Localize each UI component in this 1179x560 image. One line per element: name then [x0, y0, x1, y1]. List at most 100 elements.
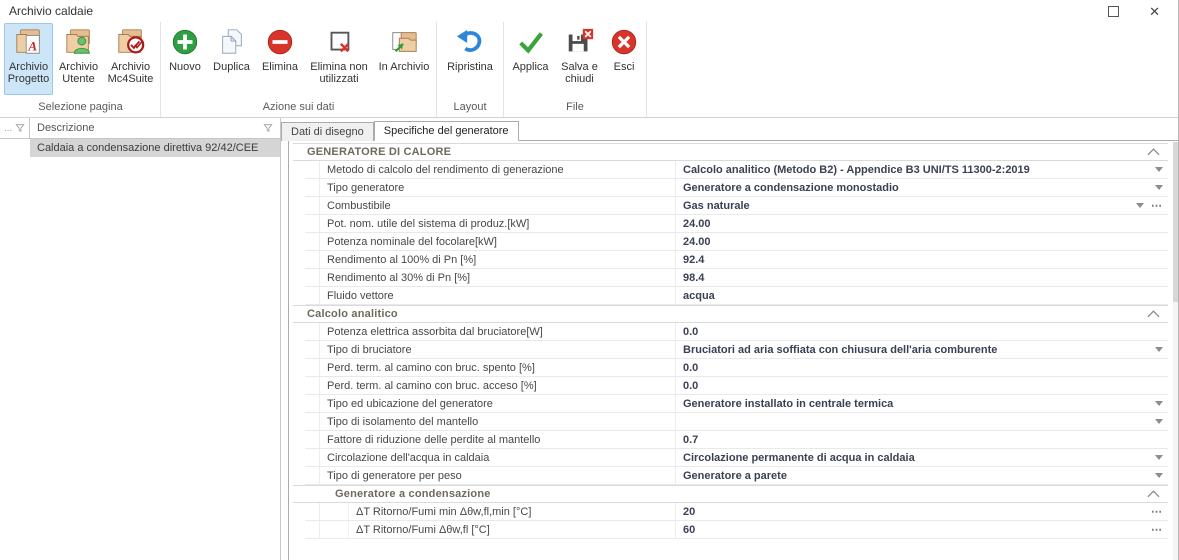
descrizione-column-header[interactable]: Descrizione: [30, 118, 280, 138]
dropdown-arrow-icon[interactable]: [1155, 401, 1163, 406]
property-value-editor[interactable]: 24.00: [675, 233, 1168, 250]
property-value-editor[interactable]: Generatore installato in centrale termic…: [675, 395, 1168, 412]
property-value-editor[interactable]: 0.0: [675, 359, 1168, 376]
row-indent: [305, 467, 320, 484]
property-value-editor[interactable]: 60 ⋯: [675, 521, 1168, 538]
applica-button[interactable]: Applica: [507, 23, 554, 95]
property-value-editor[interactable]: 24.00: [675, 215, 1168, 232]
ribbon-group-azione-sui-dati: Nuovo Duplica: [161, 22, 437, 117]
ellipsis-button[interactable]: ⋯: [1151, 523, 1163, 536]
property-label: Rendimento al 30% di Pn [%]: [327, 271, 471, 284]
scrollbar-thumb[interactable]: [1173, 142, 1178, 302]
in-archivio-button[interactable]: In Archivio: [375, 23, 433, 95]
property-row: Perd. term. al camino con bruc. spento […: [305, 359, 1168, 377]
property-label: Fattore di riduzione delle perdite al ma…: [327, 433, 541, 446]
property-label: Pot. nom. utile del sistema di produz.[k…: [327, 217, 530, 230]
button-label: Archivio Progetto: [7, 61, 50, 85]
esci-button[interactable]: Esci: [605, 23, 643, 95]
ellipsis-button[interactable]: ⋯: [1151, 505, 1163, 518]
dropdown-arrow-icon[interactable]: [1136, 203, 1144, 208]
save-close-icon: [557, 27, 602, 61]
property-label: Perd. term. al camino con bruc. acceso […: [327, 379, 537, 392]
property-value: 60: [683, 523, 696, 536]
window-title: Archivio caldaie: [9, 4, 94, 18]
button-label: Archivio Utente: [58, 61, 99, 85]
dropdown-arrow-icon[interactable]: [1155, 455, 1163, 460]
vertical-scrollbar[interactable]: [1173, 142, 1178, 560]
to-archive-icon: [376, 27, 432, 61]
property-value-editor[interactable]: Gas naturale ⋯: [675, 197, 1168, 214]
property-label: Tipo di bruciatore: [327, 343, 412, 356]
button-label: Nuovo: [169, 61, 201, 73]
property-value-editor[interactable]: Calcolo analitico (Metodo B2) - Appendic…: [675, 161, 1168, 178]
property-row: Tipo ed ubicazione del generatore Genera…: [305, 395, 1168, 413]
collapse-chevron-icon[interactable]: [1147, 490, 1168, 498]
property-value-editor[interactable]: 92.4: [675, 251, 1168, 268]
property-value-editor[interactable]: Generatore a condensazione monostadio: [675, 179, 1168, 196]
property-value-editor[interactable]: acqua: [675, 287, 1168, 304]
close-icon[interactable]: ✕: [1149, 3, 1160, 19]
property-value-editor[interactable]: 0.7: [675, 431, 1168, 448]
property-value-editor[interactable]: [675, 413, 1168, 430]
property-value: Bruciatori ad aria soffiata con chiusura…: [683, 343, 998, 356]
row-indent: [305, 503, 320, 520]
duplicate-pages-icon: [209, 27, 254, 61]
dropdown-arrow-icon[interactable]: [1155, 419, 1163, 424]
subsection-row-generatore-a-condensazione: Generatore a condensazione: [293, 485, 1168, 503]
dropdown-arrow-icon[interactable]: [1155, 347, 1163, 352]
property-value: 20: [683, 505, 696, 518]
property-label: Potenza nominale del focolare[kW]: [327, 235, 497, 248]
dropdown-arrow-icon[interactable]: [1155, 473, 1163, 478]
button-label: Archivio Mc4Suite: [107, 61, 154, 85]
property-value-editor[interactable]: Generatore a parete: [675, 467, 1168, 484]
tab-dati-di-disegno[interactable]: Dati di disegno: [281, 122, 374, 141]
property-value-editor[interactable]: 98.4: [675, 269, 1168, 286]
property-value-editor[interactable]: 0.0: [675, 323, 1168, 340]
archivio-progetto-button[interactable]: A Archivio Progetto: [4, 23, 53, 95]
salva-e-chiudi-button[interactable]: Salva e chiudi: [556, 23, 603, 95]
elimina-non-utilizzati-button[interactable]: Elimina non utilizzati: [305, 23, 373, 95]
property-label: Tipo di isolamento del mantello: [327, 415, 479, 428]
undo-arrow-icon: [441, 27, 499, 61]
elimina-button[interactable]: Elimina: [257, 23, 303, 95]
duplica-button[interactable]: Duplica: [208, 23, 255, 95]
maximize-icon[interactable]: [1108, 5, 1120, 17]
new-plus-icon: [165, 27, 205, 61]
ribbon-group-label: File: [566, 101, 584, 113]
property-row: Potenza nominale del focolare[kW] 24.00: [305, 233, 1168, 251]
list-item[interactable]: Caldaia a condensazione direttiva 92/42/…: [30, 139, 280, 157]
collapse-chevron-icon[interactable]: [1147, 310, 1168, 318]
filter-funnel-icon[interactable]: [263, 123, 273, 133]
property-value: Gas naturale: [683, 199, 750, 212]
property-row: Tipo generatore Generatore a condensazio…: [305, 179, 1168, 197]
row-indent: [305, 251, 320, 268]
row-indent: [305, 215, 320, 232]
property-row: Pot. nom. utile del sistema di produz.[k…: [305, 215, 1168, 233]
nuovo-button[interactable]: Nuovo: [164, 23, 206, 95]
property-value-editor[interactable]: Bruciatori ad aria soffiata con chiusura…: [675, 341, 1168, 358]
collapse-chevron-icon[interactable]: [1147, 148, 1168, 156]
ripristina-button[interactable]: Ripristina: [440, 23, 500, 95]
ribbon-group-layout: Ripristina Layout: [437, 22, 504, 117]
property-label: Circolazione dell'acqua in caldaia: [327, 451, 490, 464]
row-indent: [305, 161, 320, 178]
property-row: Fluido vettore acqua: [305, 287, 1168, 305]
ellipsis-button[interactable]: ⋯: [1151, 199, 1163, 212]
property-value-editor[interactable]: Circolazione permanente di acqua in cald…: [675, 449, 1168, 466]
property-value-editor[interactable]: 0.0: [675, 377, 1168, 394]
archivio-utente-button[interactable]: Archivio Utente: [55, 23, 102, 95]
dropdown-arrow-icon[interactable]: [1155, 185, 1163, 190]
tab-specifiche-del-generatore[interactable]: Specifiche del generatore: [373, 121, 519, 141]
property-label: ΔT Ritorno/Fumi min Δθw,fl,min [°C]: [356, 505, 532, 518]
list-corner-cell[interactable]: ...: [0, 118, 30, 138]
property-value: 0.0: [683, 379, 699, 392]
row-indent: [305, 233, 320, 250]
property-value-editor[interactable]: 20 ⋯: [675, 503, 1168, 520]
dropdown-arrow-icon[interactable]: [1155, 167, 1163, 172]
archivio-mc4suite-button[interactable]: Archivio Mc4Suite: [104, 23, 157, 95]
property-row: Potenza elettrica assorbita dal bruciato…: [305, 323, 1168, 341]
filter-funnel-icon[interactable]: [15, 123, 25, 133]
row-indent: [305, 377, 320, 394]
ribbon-group-label: Azione sui dati: [262, 101, 335, 113]
